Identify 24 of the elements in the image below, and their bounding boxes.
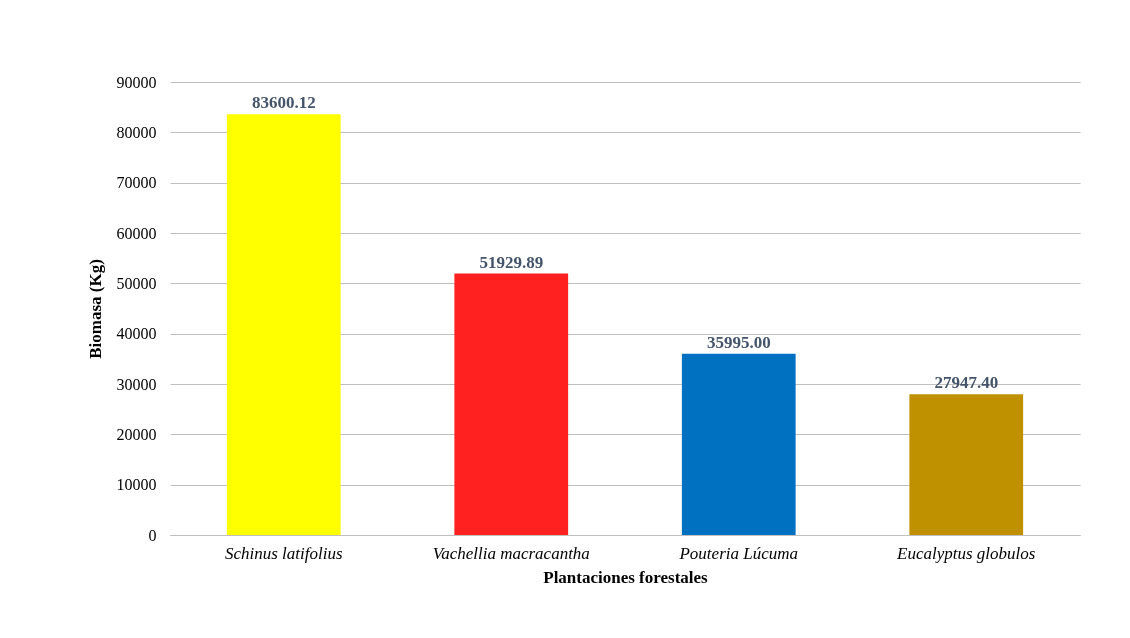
y-tick-label: 70000 [116, 174, 157, 192]
y-tick-label: 30000 [116, 375, 157, 393]
data-label: 51929.89 [479, 252, 544, 272]
x-axis-title: Plantaciones forestales [543, 567, 709, 587]
y-tick-label: 90000 [116, 73, 157, 91]
bar [681, 353, 796, 535]
bar [226, 114, 341, 535]
bar [454, 273, 569, 535]
y-tick-label: 20000 [116, 425, 157, 443]
x-tick-label: Pouteria Lúcuma [678, 543, 799, 563]
y-tick-label: 60000 [116, 224, 157, 242]
data-label: 83600.12 [251, 93, 316, 113]
x-tick-label: Schinus latifolius [224, 543, 343, 563]
x-tick-label: Eucalyptus globulos [896, 543, 1036, 563]
x-tick-label: Vachellia macracantha [432, 543, 590, 563]
y-axis-title: Biomasa (Kg) [85, 259, 105, 359]
y-tick-label: 0 [148, 526, 157, 544]
data-label: 27947.40 [934, 373, 999, 393]
bar [909, 394, 1024, 535]
y-tick-label: 40000 [116, 325, 157, 343]
y-tick-label: 10000 [116, 476, 157, 494]
data-label: 35995.00 [706, 332, 771, 352]
y-tick-label: 80000 [116, 123, 157, 141]
y-tick-label: 50000 [116, 274, 157, 292]
